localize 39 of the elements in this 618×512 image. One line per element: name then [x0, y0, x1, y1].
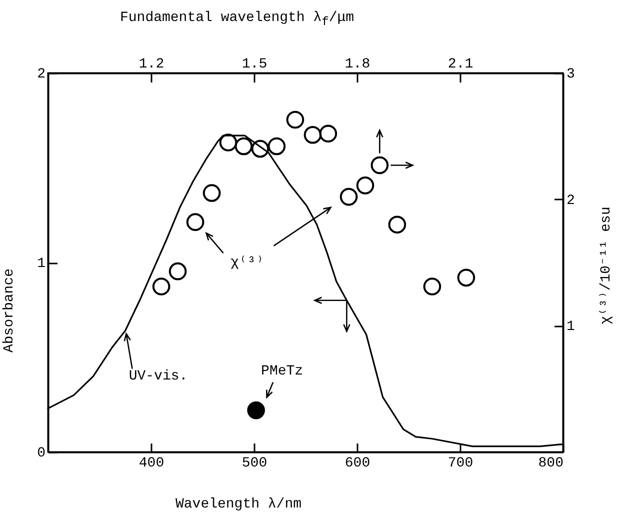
x-tick-label: 500: [242, 456, 268, 472]
point: [202, 184, 221, 202]
x2-tick-label: 1.2: [138, 56, 164, 72]
point: [186, 213, 204, 231]
x-tick-label: 700: [448, 456, 474, 472]
y-tick-label: 0: [37, 446, 46, 462]
x2-tick-label: 1.5: [242, 56, 268, 72]
y-tick-label: 1: [37, 256, 46, 272]
x-tick-label: 800: [538, 456, 564, 472]
y-tick-label: 2: [37, 66, 46, 82]
y2-axis-title: χ⁽³⁾/10⁻¹¹ esu: [598, 206, 614, 324]
point: [152, 278, 170, 296]
point: [268, 137, 286, 156]
point: [457, 268, 476, 287]
y2-tick-label: 2: [566, 192, 575, 209]
y2-tick-label: 3: [566, 66, 575, 82]
x-tick-label: 400: [138, 456, 164, 472]
point: [286, 110, 304, 129]
y-axis-title: Absorbance: [2, 268, 18, 353]
point: [251, 140, 270, 158]
point: [319, 124, 338, 143]
y2-tick-label: 1: [566, 319, 575, 336]
point: [388, 216, 406, 234]
x-tick-label: 600: [344, 456, 370, 472]
x2-tick-label: 2.1: [448, 56, 474, 72]
series-label: PMeTz: [261, 363, 304, 380]
text: χ⁽³⁾: [230, 255, 264, 272]
x2-tick-label: 1.8: [344, 56, 370, 72]
point: [304, 126, 322, 144]
annotation: UV-vis.: [128, 368, 188, 385]
point: [168, 262, 187, 280]
point: [219, 134, 238, 152]
point: [247, 401, 265, 420]
point: [356, 176, 374, 194]
point: [423, 278, 442, 296]
x-axis-title: Wavelength λ/nm: [175, 496, 302, 512]
point: [340, 188, 358, 206]
x2-axis-title: Fundamental wavelength λ$_{f}$/μm: [120, 10, 354, 29]
point: [234, 137, 253, 156]
